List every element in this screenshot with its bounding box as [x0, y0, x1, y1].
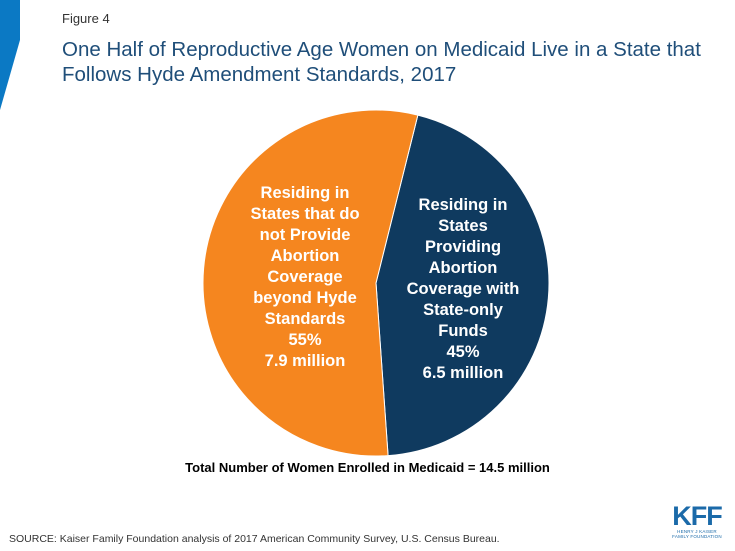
slice-label-line: Providing: [424, 238, 502, 256]
logo-text: KFF: [672, 501, 722, 531]
pie-slice-0: [375, 114, 550, 457]
slice-label-line: Abortion: [428, 259, 498, 277]
slice-label-line: States: [438, 217, 488, 235]
slice-label-line: States that do: [250, 205, 360, 223]
slice-label-line: Abortion: [270, 247, 340, 265]
slice-percent-label: 55%: [288, 331, 322, 349]
slice-label-line: Residing in: [418, 196, 508, 214]
slice-label-line: Funds: [438, 322, 488, 340]
slice-count-label: 7.9 million: [264, 352, 346, 370]
figure-label: Figure 4: [62, 11, 110, 26]
slice-label-line: not Provide: [259, 226, 351, 244]
slice-label-line: beyond Hyde: [253, 289, 357, 307]
chart-title: One Half of Reproductive Age Women on Me…: [62, 38, 701, 86]
corner-accent: [0, 0, 20, 110]
slice-label-hyde-standard: Residing in States that do not Provide Abor…: [215, 183, 395, 372]
pie-slice-1: [202, 109, 419, 457]
slice-percent-label: 45%: [446, 343, 480, 361]
slice-label-line: Standards: [264, 310, 346, 328]
slice-label-state-funded: Residing in States Providing Abortion Covera…: [378, 195, 548, 384]
slice-label-line: Residing in: [260, 184, 350, 202]
source-note: SOURCE: Kaiser Family Foundation analysi…: [9, 533, 500, 545]
slice-label-line: Coverage: [267, 268, 343, 286]
kff-logo: KFF HENRY J KAISER FAMILY FOUNDATION: [671, 501, 723, 540]
slice-count-label: 6.5 million: [422, 364, 504, 382]
logo-subtext: HENRY J KAISER FAMILY FOUNDATION: [672, 529, 722, 539]
slice-label-line: Coverage with: [406, 280, 520, 298]
slice-label-line: State-only: [423, 301, 503, 319]
total-enrollment-note: Total Number of Women Enrolled in Medica…: [185, 460, 550, 475]
